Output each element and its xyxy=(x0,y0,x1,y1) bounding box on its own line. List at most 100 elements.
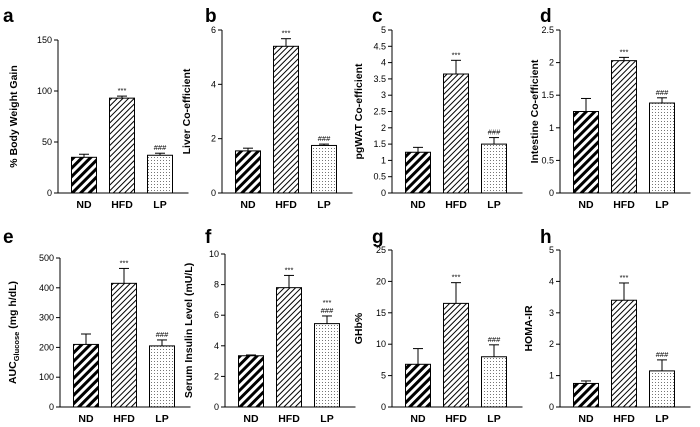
y-axis-label: Liver Co-efficient xyxy=(181,68,193,154)
significance-label: ### xyxy=(154,143,167,152)
bar-nd xyxy=(573,382,599,408)
bar-hfd xyxy=(611,299,637,408)
y-tick-label: 4 xyxy=(214,341,219,351)
x-category-label: ND xyxy=(410,199,426,211)
y-axis-label: GHb% xyxy=(353,312,365,344)
y-tick-label: 0 xyxy=(549,402,554,412)
y-tick-label: 0 xyxy=(214,402,219,412)
y-tick-label: 2 xyxy=(211,134,216,144)
y-tick-label: 5 xyxy=(549,245,554,255)
x-category-label: ND xyxy=(578,413,594,425)
bar-nd xyxy=(235,150,261,194)
x-category-label: HFD xyxy=(613,413,635,425)
x-category-label: LP xyxy=(487,413,500,425)
y-axis-label: % Body Weight Gain xyxy=(8,65,20,167)
x-category-label: LP xyxy=(487,199,500,211)
y-tick-label: 10 xyxy=(376,339,386,349)
bar-lp xyxy=(481,143,507,194)
y-tick-label: 100 xyxy=(39,372,54,382)
bar-nd xyxy=(405,151,431,194)
significance-label: *** xyxy=(452,273,461,282)
significance-label: *** xyxy=(118,86,127,95)
x-category-label: ND xyxy=(243,413,259,425)
y-tick-label: 0 xyxy=(47,188,52,198)
bar-lp xyxy=(149,345,175,408)
panel-letter: d xyxy=(540,6,552,27)
y-tick-label: 6 xyxy=(214,310,219,320)
y-tick-label: 0.5 xyxy=(373,172,386,182)
y-axis-label: HOMA-IR xyxy=(523,305,535,351)
y-tick-label: 25 xyxy=(376,245,386,255)
y-tick-label: 200 xyxy=(39,342,54,352)
y-tick-label: 400 xyxy=(39,283,54,293)
y-tick-label: 500 xyxy=(39,253,54,263)
y-tick-label: 1 xyxy=(381,155,386,165)
significance-label: ### xyxy=(656,88,669,97)
bar-hfd xyxy=(276,287,302,408)
y-tick-label: 150 xyxy=(37,35,52,45)
x-category-label: LP xyxy=(155,413,168,425)
y-tick-label: 5 xyxy=(381,371,386,381)
panel-letter: a xyxy=(3,6,14,27)
y-tick-label: 1 xyxy=(549,371,554,381)
y-tick-label: 2.5 xyxy=(541,25,554,35)
bar-lp xyxy=(311,144,337,194)
y-tick-label: 3.5 xyxy=(373,74,386,84)
y-axis-label: AUCGlucose (mg h/dL) xyxy=(7,281,21,384)
x-category-label: ND xyxy=(76,199,92,211)
bar-hfd xyxy=(443,302,469,408)
bar-hfd xyxy=(111,282,137,408)
y-tick-label: 2 xyxy=(381,123,386,133)
y-tick-label: 4 xyxy=(211,79,216,89)
bar-hfd xyxy=(109,97,135,194)
panel-letter: c xyxy=(372,6,383,27)
x-category-label: HFD xyxy=(278,413,300,425)
x-category-label: HFD xyxy=(113,413,135,425)
bar-nd xyxy=(73,343,99,408)
y-axis-label: pgWAT Co-efficient xyxy=(353,63,365,160)
panel-letter: g xyxy=(372,227,384,248)
x-category-label: HFD xyxy=(111,199,133,211)
y-tick-label: 1.5 xyxy=(541,90,554,100)
significance-label: *** xyxy=(120,258,129,267)
y-tick-label: 15 xyxy=(376,308,386,318)
x-category-label: HFD xyxy=(445,199,467,211)
y-tick-label: 1.5 xyxy=(373,139,386,149)
x-category-label: LP xyxy=(320,413,333,425)
y-tick-label: 8 xyxy=(214,280,219,290)
bar-nd xyxy=(71,156,97,194)
significance-label: *** xyxy=(285,265,294,274)
significance-label: *** xyxy=(452,50,461,59)
bar-nd xyxy=(238,355,264,408)
y-tick-label: 0 xyxy=(549,188,554,198)
x-category-label: ND xyxy=(240,199,256,211)
y-tick-label: 0 xyxy=(211,188,216,198)
y-axis-label: Intestine Co-efficient xyxy=(529,59,541,163)
bar-nd xyxy=(573,111,599,194)
bar-lp xyxy=(649,102,675,194)
bar-lp xyxy=(481,356,507,408)
y-tick-label: 2 xyxy=(549,339,554,349)
significance-label: ### xyxy=(156,330,169,339)
x-category-label: ND xyxy=(578,199,594,211)
x-category-label: HFD xyxy=(445,413,467,425)
x-category-label: HFD xyxy=(613,199,635,211)
y-tick-label: 3 xyxy=(549,308,554,318)
panel-letter: h xyxy=(540,227,552,248)
y-tick-label: 2 xyxy=(549,58,554,68)
x-category-label: ND xyxy=(410,413,426,425)
y-tick-label: 3 xyxy=(381,90,386,100)
significance-label: *** xyxy=(620,273,629,282)
y-axis-label: Serum Insulin Level (mU/L) xyxy=(183,263,195,398)
y-tick-label: 2.5 xyxy=(373,107,386,117)
bar-hfd xyxy=(273,45,299,194)
x-category-label: HFD xyxy=(275,199,297,211)
significance-label: ### xyxy=(488,128,501,137)
significance-label: *** xyxy=(282,29,291,38)
significance-label: ### xyxy=(318,134,331,143)
x-category-label: ND xyxy=(78,413,94,425)
y-tick-label: 0 xyxy=(381,188,386,198)
y-tick-label: 50 xyxy=(42,137,52,147)
significance-label: ### xyxy=(488,335,501,344)
x-category-label: LP xyxy=(153,199,166,211)
